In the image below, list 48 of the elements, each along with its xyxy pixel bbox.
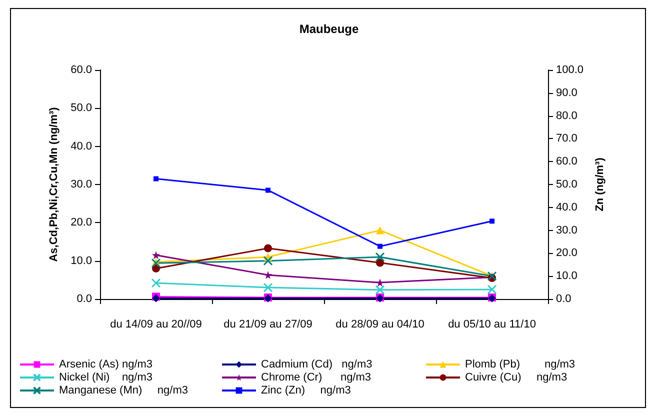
point — [378, 244, 382, 249]
y2-tick-label: 90.0 — [556, 86, 578, 99]
y2-tick-label: 20.0 — [556, 247, 578, 260]
point — [263, 282, 273, 292]
y2-tick-label: 80.0 — [556, 110, 578, 122]
x-tick-label: du 21/09 au 27/09 — [224, 318, 312, 330]
y2-tick-label: 10.0 — [556, 270, 578, 282]
point — [263, 256, 273, 266]
legend-label: Nickel (Ni) ng/m3 — [59, 372, 153, 384]
point — [375, 285, 385, 295]
chart-title: Maubeuge — [299, 22, 359, 36]
y2-tick-label: 40.0 — [556, 201, 578, 214]
y2-tick-label: 100.0 — [556, 64, 584, 76]
point — [264, 270, 272, 279]
point — [154, 176, 158, 182]
point — [376, 226, 384, 234]
point — [151, 278, 161, 288]
x-tick-label: du 14/09 au 20//09 — [110, 318, 202, 330]
y2-tick-label: 50.0 — [556, 178, 578, 190]
legend-label: Cuivre (Cu) ng/m3 — [465, 372, 568, 384]
point — [266, 188, 270, 193]
x-tick-label: du 28/09 au 04/10 — [336, 318, 424, 330]
y2-tick-label: 0.0 — [556, 293, 572, 305]
y-tick-label: 30.0 — [70, 178, 92, 190]
y-tick-label: 60.0 — [70, 64, 92, 76]
y-axis-title: As,Cd,Pb,Ni,Cr,Cu,Mn (ng/m³) — [48, 106, 60, 262]
point — [375, 252, 385, 262]
y2-axis-title: Zn (ng/m³) — [594, 157, 606, 212]
y-tick-label: 50.0 — [70, 102, 92, 114]
legend-label: Zinc (Zn) ng/m3 — [261, 384, 351, 396]
point — [152, 251, 160, 260]
legend-label: Chrome (Cr) ng/m3 — [261, 372, 372, 384]
legend-label: Cadmium (Cd) ng/m3 — [261, 358, 372, 370]
y2-tick-label: 30.0 — [556, 224, 578, 236]
y-tick-label: 20.0 — [70, 216, 92, 229]
y-tick-label: 40.0 — [70, 140, 92, 152]
point — [264, 244, 272, 252]
y-tick-label: 0.0 — [76, 293, 92, 305]
legend-label: Arsenic (As) ng/m3 — [59, 358, 153, 370]
y2-tick-label: 70.0 — [556, 132, 578, 145]
x-tick-label: du 05/10 au 11/10 — [448, 318, 536, 330]
point — [376, 278, 384, 287]
point — [490, 218, 494, 224]
legend-label: Manganese (Mn) ng/m3 — [59, 384, 188, 396]
legend-label: Plomb (Pb) ng/m3 — [465, 358, 576, 370]
y2-tick-label: 60.0 — [556, 156, 578, 168]
point — [487, 284, 497, 294]
y-tick-label: 10.0 — [70, 254, 92, 267]
